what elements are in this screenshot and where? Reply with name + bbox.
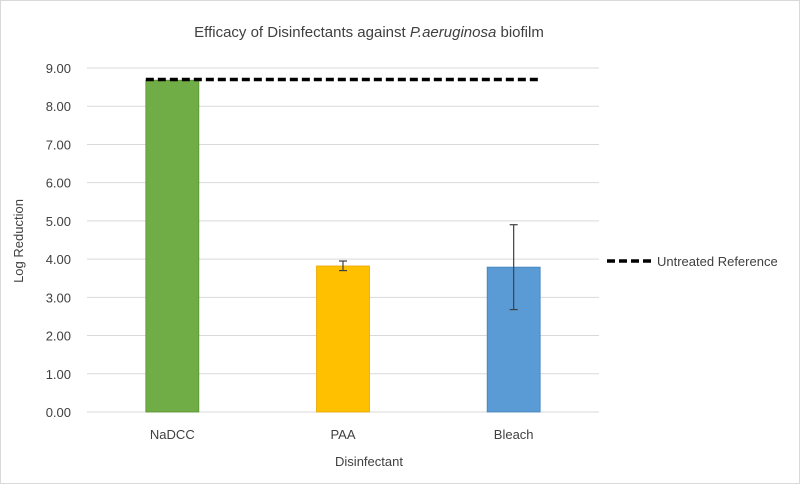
x-axis-label: Disinfectant: [335, 454, 403, 469]
y-tick-label: 4.00: [46, 252, 71, 267]
y-tick-label: 2.00: [46, 329, 71, 344]
y-tick-label: 6.00: [46, 176, 71, 191]
bar-nadcc: [145, 79, 200, 413]
y-tick-label: 1.00: [46, 367, 71, 382]
x-tick-label: NaDCC: [150, 427, 195, 442]
bar-paa: [316, 265, 370, 413]
y-tick-label: 0.00: [46, 405, 71, 420]
y-tick-label: 9.00: [46, 61, 71, 76]
error-bars: [339, 224, 518, 311]
y-axis-label: Log Reduction: [11, 199, 26, 283]
y-tick-label: 7.00: [46, 137, 71, 152]
chart-title-italic: P.aeruginosa: [410, 24, 496, 41]
x-tick-label: PAA: [330, 427, 355, 442]
y-tick-label: 8.00: [46, 99, 71, 114]
chart-title-end: biofilm: [496, 24, 544, 41]
chart-title: Efficacy of Disinfectants against P.aeru…: [194, 24, 544, 41]
y-tick-label: 3.00: [46, 290, 71, 305]
y-tick-label: 5.00: [46, 214, 71, 229]
x-axis-ticks: NaDCC PAA Bleach: [150, 427, 534, 442]
y-axis-ticks: 0.00 1.00 2.00 3.00 4.00 5.00 6.00 7.00 8.00 9.00: [46, 61, 71, 420]
bars: [145, 79, 541, 413]
legend-label: Untreated Reference: [657, 254, 778, 269]
chart-title-main: Efficacy of Disinfectants against: [194, 24, 410, 41]
x-tick-label: Bleach: [494, 427, 534, 442]
legend: Untreated Reference: [607, 254, 778, 269]
